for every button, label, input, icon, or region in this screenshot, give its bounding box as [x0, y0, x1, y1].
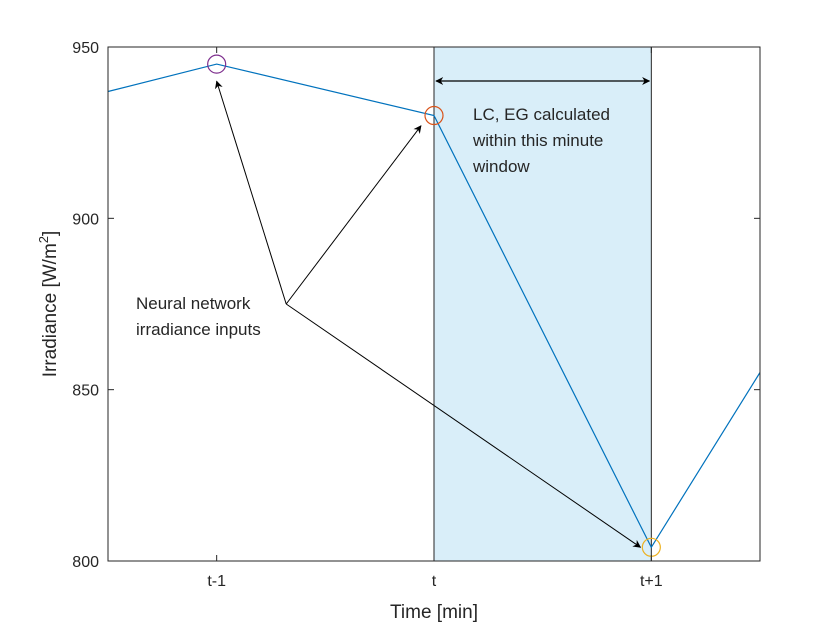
y-tick-label: 950 — [72, 40, 99, 57]
y-tick-label: 800 — [72, 554, 99, 571]
input-arrow — [285, 125, 422, 305]
window-annotation-line-2: within this minute — [472, 131, 603, 150]
y-axis-label: Irradiance [W/m2] — [36, 231, 61, 378]
y-tick-label: 850 — [72, 383, 99, 400]
network-annotation-line-1: Neural network — [136, 294, 251, 313]
network-annotation-line-2: irradiance inputs — [136, 320, 261, 339]
y-tick-label: 900 — [72, 211, 99, 228]
irradiance-input-marker — [207, 54, 227, 74]
window-annotation: LC, EG calculated within this minute win… — [472, 105, 610, 176]
input-arrow — [214, 80, 287, 305]
x-axis-label: Time [min] — [390, 602, 478, 623]
window-annotation-line-1: LC, EG calculated — [473, 105, 610, 124]
irradiance-series-line — [107, 63, 761, 549]
x-tick-label: t+1 — [640, 573, 663, 590]
window-annotation-line-3: window — [472, 157, 530, 176]
input-arrow — [285, 303, 642, 548]
irradiance-input-marker — [424, 105, 444, 126]
x-tick-label: t — [432, 573, 437, 590]
y-axis-label-superscript: 2 — [36, 236, 51, 243]
y-axis-label-close: ] — [40, 231, 61, 236]
x-tick-label: t-1 — [207, 573, 226, 590]
network-annotation: Neural network irradiance inputs — [136, 294, 261, 339]
y-axis-label-main: Irradiance [W/m — [40, 243, 61, 377]
